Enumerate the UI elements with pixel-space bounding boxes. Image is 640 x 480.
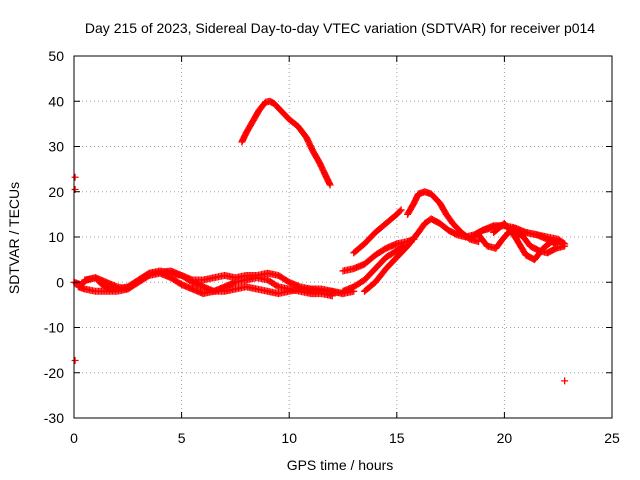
x-tick-label: 10 [281, 430, 297, 446]
data-point [326, 181, 334, 189]
y-tick-label: 40 [48, 93, 64, 109]
data-point [561, 242, 569, 250]
y-tick-label: -10 [44, 320, 64, 336]
series-track-7 [350, 206, 405, 257]
series-track-9 [404, 188, 483, 246]
series-track-11 [475, 224, 569, 257]
data-point [397, 206, 405, 214]
chart-title: Day 215 of 2023, Sidereal Day-to-day VTE… [85, 20, 595, 36]
series-track-13 [511, 228, 560, 248]
y-tick-label: -20 [44, 365, 64, 381]
x-tick-label: 0 [70, 430, 78, 446]
y-tick-label: 0 [56, 274, 64, 290]
x-tick-label: 5 [178, 430, 186, 446]
series-track-12 [490, 219, 564, 264]
series-outliers [71, 173, 569, 385]
data-point [552, 240, 560, 248]
y-tick-label: 50 [48, 48, 64, 64]
data-point [396, 207, 404, 215]
data-points [70, 97, 569, 385]
y-tick-label: 10 [48, 229, 64, 245]
x-axis-title: GPS time / hours [287, 457, 394, 473]
y-tick-label: 20 [48, 184, 64, 200]
y-tick-label: -30 [44, 410, 64, 426]
series-track-4 [238, 97, 334, 189]
x-tick-label: 15 [389, 430, 405, 446]
data-point [556, 238, 564, 246]
axis-ticks: 0 5 10 15 20 25 -30 -20 -10 0 10 20 30 40 50 [44, 48, 620, 446]
x-tick-label: 20 [497, 430, 513, 446]
outlier-point [561, 377, 569, 385]
y-tick-label: 30 [48, 139, 64, 155]
y-axis-title: SDTVAR / TECUs [6, 182, 22, 294]
outlier-point [71, 357, 79, 365]
x-tick-label: 25 [604, 430, 620, 446]
series-track-6 [339, 235, 418, 275]
outlier-point [71, 173, 79, 181]
